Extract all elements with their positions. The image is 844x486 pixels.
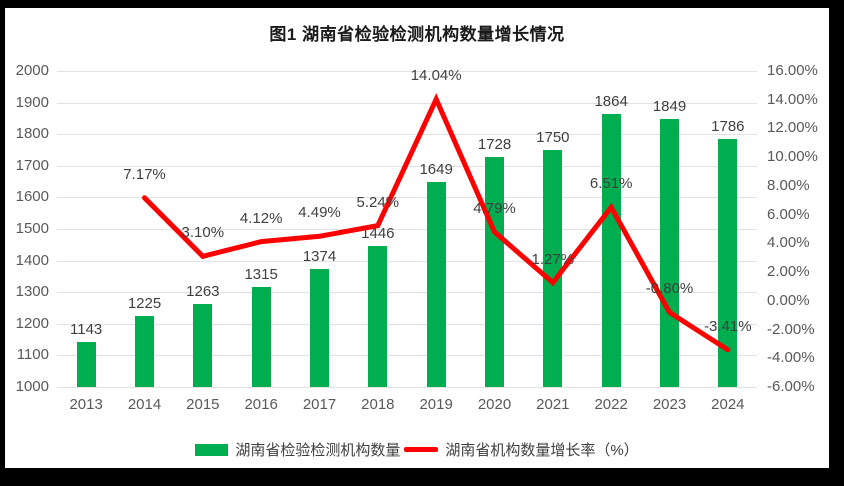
gridline bbox=[57, 134, 757, 136]
x-axis-tick-label: 2013 bbox=[69, 396, 103, 413]
right-axis-tick-label: 4.00% bbox=[767, 234, 810, 252]
bar-value-label: 1315 bbox=[244, 266, 278, 284]
x-axis-tick-label: 2022 bbox=[594, 396, 628, 413]
right-axis-tick-label: 16.00% bbox=[767, 62, 818, 79]
gridline bbox=[57, 229, 757, 230]
legend-label-bars: 湖南省检验检测机构数量 bbox=[235, 442, 401, 459]
chart-card: 图1 湖南省检验检测机构数量增长情况 2000 1900 1800 1700 1600 1… bbox=[5, 8, 829, 468]
x-axis-tick-label: 2015 bbox=[186, 396, 220, 413]
right-axis-tick-label: 14.00% bbox=[767, 90, 818, 108]
left-axis-tick-label: 1100 bbox=[16, 346, 49, 364]
bar bbox=[251, 287, 271, 387]
right-axis-tick-label: -2.00% bbox=[767, 320, 815, 338]
gridline bbox=[57, 292, 757, 294]
right-axis-tick-label: 6.00% bbox=[767, 205, 810, 223]
growth-rate-label: -0.80% bbox=[645, 280, 694, 298]
right-axis-tick-label: 8.00% bbox=[767, 176, 810, 194]
chart-legend: 湖南省检验检测机构数量 湖南省机构数量增长率（%） bbox=[5, 439, 829, 460]
right-axis-tick-label: 12.00% bbox=[767, 119, 818, 137]
legend-item-bars: 湖南省检验检测机构数量 bbox=[195, 439, 400, 460]
bar-value-label: 1374 bbox=[302, 247, 337, 265]
right-axis-tick-label: 0.00% bbox=[767, 291, 810, 309]
bar bbox=[310, 268, 329, 387]
bar bbox=[543, 150, 563, 387]
bar bbox=[368, 246, 388, 387]
left-axis-tick-label: 1600 bbox=[15, 188, 49, 206]
left-axis-tick-label: 1200 bbox=[15, 314, 49, 332]
bar bbox=[135, 315, 154, 387]
bar bbox=[76, 341, 96, 387]
x-axis-tick-label: 2017 bbox=[302, 396, 337, 413]
line-series-swatch bbox=[404, 447, 439, 452]
right-axis-tick-label: 2.00% bbox=[767, 263, 810, 281]
x-axis-tick-label: 2020 bbox=[477, 396, 512, 413]
left-axis-tick-label: 2000 bbox=[15, 62, 49, 79]
growth-rate-label: 1.27% bbox=[531, 250, 575, 268]
bar bbox=[601, 113, 621, 387]
growth-rate-label: -3.41% bbox=[704, 317, 752, 335]
x-axis-tick-label: 2014 bbox=[127, 396, 162, 413]
x-axis-tick-label: 2019 bbox=[419, 396, 453, 413]
legend-label-line: 湖南省机构数量增长率（%） bbox=[445, 442, 639, 459]
bar-value-label: 1849 bbox=[652, 97, 687, 115]
bar bbox=[485, 156, 504, 387]
right-axis-tick-label: -4.00% bbox=[767, 349, 815, 367]
legend-item-line: 湖南省机构数量增长率（%） bbox=[404, 439, 639, 460]
left-axis-tick-label: 1300 bbox=[15, 283, 49, 301]
growth-rate-label: 6.51% bbox=[589, 175, 633, 193]
bar-value-label: 1649 bbox=[419, 160, 453, 178]
bar-value-label: 1143 bbox=[70, 320, 103, 338]
x-axis-tick-label: 2024 bbox=[711, 396, 745, 413]
gridline bbox=[57, 355, 757, 357]
x-axis-tick-label: 2016 bbox=[244, 396, 278, 413]
x-axis-tick-label: 2023 bbox=[652, 396, 687, 413]
bar-value-label: 1750 bbox=[536, 129, 570, 146]
left-axis-tick-label: 1700 bbox=[15, 156, 49, 174]
growth-rate-label: 4.79% bbox=[473, 200, 516, 218]
bar bbox=[193, 303, 213, 387]
growth-rate-label: 4.49% bbox=[298, 204, 341, 222]
gridline bbox=[57, 260, 757, 262]
x-axis-tick-label: 2018 bbox=[361, 396, 395, 413]
bar-value-label: 1225 bbox=[127, 294, 162, 312]
left-axis-tick-label: 1000 bbox=[15, 378, 49, 395]
bar-value-label: 1263 bbox=[186, 282, 220, 300]
growth-rate-label: 5.24% bbox=[356, 193, 400, 211]
bar-series-swatch bbox=[195, 443, 229, 456]
gridline bbox=[57, 197, 757, 199]
bar bbox=[718, 138, 738, 387]
left-axis-tick-label: 1800 bbox=[15, 125, 49, 143]
growth-rate-label: 3.10% bbox=[181, 224, 225, 242]
right-axis-tick-label: 10.00% bbox=[767, 148, 818, 166]
growth-rate-label: 7.17% bbox=[123, 165, 166, 183]
gridline bbox=[57, 102, 757, 104]
bar-value-label: 1728 bbox=[477, 135, 512, 153]
growth-rate-label: 4.12% bbox=[239, 209, 283, 227]
bar bbox=[426, 181, 446, 387]
gridline bbox=[57, 71, 757, 72]
left-axis-tick-label: 1900 bbox=[15, 93, 49, 111]
right-axis-tick-label: -6.00% bbox=[767, 378, 815, 395]
bar-value-label: 1864 bbox=[594, 92, 628, 110]
chart-title: 图1 湖南省检验检测机构数量增长情况 bbox=[269, 25, 565, 44]
growth-rate-label: 14.04% bbox=[410, 67, 462, 85]
left-axis-tick-label: 1400 bbox=[15, 251, 49, 269]
growth-rate-line bbox=[142, 93, 731, 353]
gridline bbox=[57, 323, 757, 325]
x-axis-tick-label: 2021 bbox=[536, 396, 570, 413]
bar-value-label: 1786 bbox=[711, 117, 745, 135]
bar bbox=[660, 118, 679, 387]
left-axis-tick-label: 1500 bbox=[15, 220, 49, 237]
gridline bbox=[57, 387, 757, 388]
